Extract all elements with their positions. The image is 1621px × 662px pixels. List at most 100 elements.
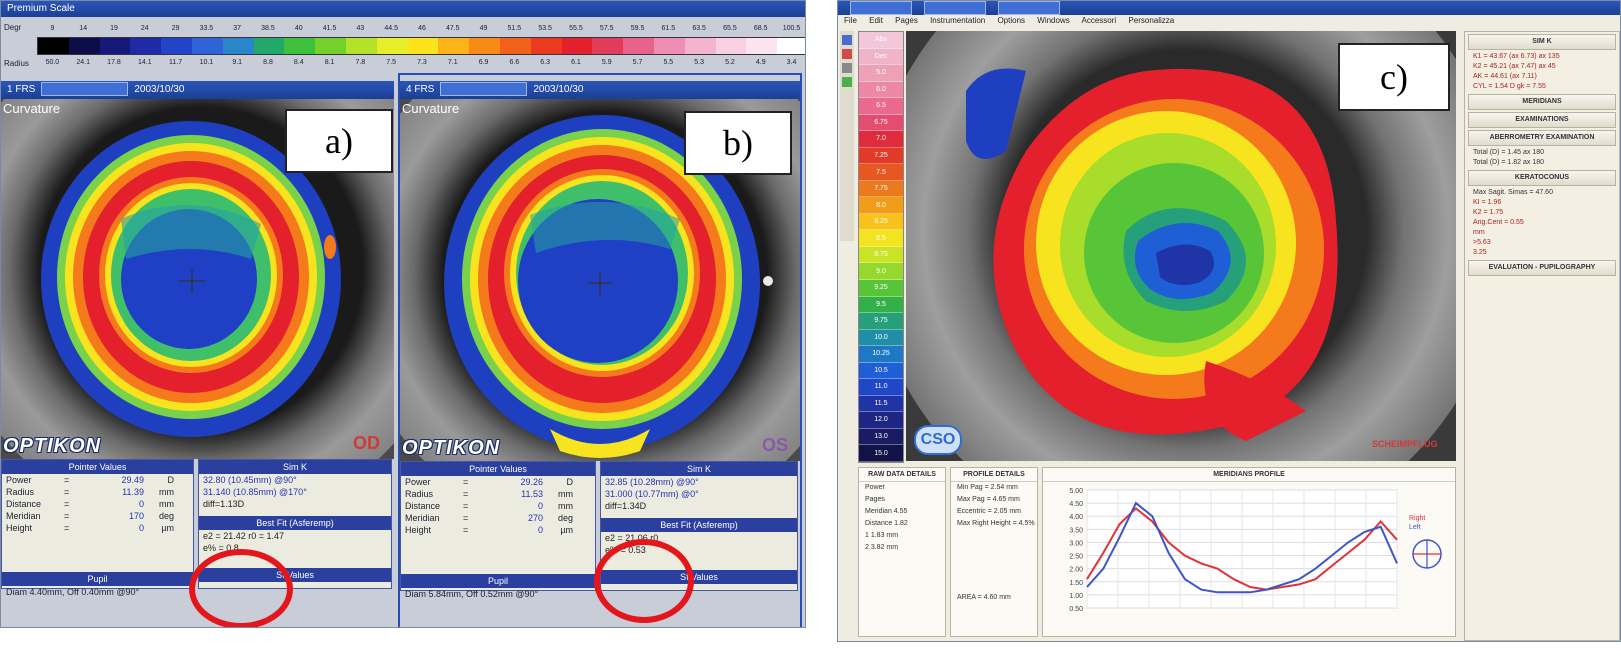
- degree-tick-row: 9 14 19 24 29 33.5 37 38.5 40 41.5 43 44.5 46 47.5 49 5…: [37, 25, 805, 32]
- menu-pages[interactable]: Pages: [895, 16, 918, 25]
- tool-icon[interactable]: [842, 35, 852, 45]
- section-examinations[interactable]: EXAMINATIONS: [1468, 112, 1616, 128]
- scale-cell: 9.5: [859, 296, 903, 314]
- sim-k-row: 31.140 (10.85mm) @170°: [203, 487, 307, 497]
- panel-a-tab[interactable]: 1 FRS: [7, 84, 36, 95]
- radius-tick: 5.5: [663, 59, 674, 66]
- scale-swatch: [561, 38, 593, 54]
- scale-swatch: [530, 38, 562, 54]
- section-keratoconus[interactable]: KERATOCONUS: [1468, 170, 1616, 186]
- profile-line: Max Pag = 4.65 mm: [957, 496, 1020, 503]
- y-tick-label: 3.00: [1069, 540, 1083, 547]
- menu-accessori[interactable]: Accessori: [1081, 16, 1117, 25]
- y-tick-label: 2.00: [1069, 567, 1083, 574]
- kc-line: Ang.Cent = 0.55: [1473, 219, 1524, 226]
- section-aberrometry[interactable]: ABERROMETRY EXAMINATION: [1468, 130, 1616, 146]
- panel-a-titlebar[interactable]: 1 FRS 2003/10/30: [1, 81, 394, 99]
- menu-file[interactable]: File: [844, 16, 857, 25]
- scale-cell: 11.5: [859, 395, 903, 413]
- menu-personalizza[interactable]: Personalizza: [1128, 16, 1175, 25]
- panel-b-label: b): [684, 111, 792, 175]
- section-sim-k[interactable]: SIM K: [1468, 34, 1616, 50]
- pupil-text: Diam 4.40mm, Off 0.40mm @90°: [6, 587, 140, 597]
- pointer-row: Distance = 0 mm: [405, 501, 573, 511]
- panel-b-map: b) Curvature OPTIKON OS: [400, 99, 800, 461]
- scale-swatch: [345, 38, 377, 54]
- section-evaluation[interactable]: EVALUATION - PUPILOGRAPHY: [1468, 260, 1616, 276]
- tool-icon[interactable]: [842, 77, 852, 87]
- radius-tick: 6.6: [509, 59, 520, 66]
- tool-icon[interactable]: [842, 63, 852, 73]
- sim-k-header: Sim K: [601, 462, 797, 476]
- scale-swatch: [191, 38, 223, 54]
- radius-tick: 6.3: [540, 59, 551, 66]
- menu-edit[interactable]: Edit: [869, 16, 883, 25]
- radius-tick: 8.4: [293, 59, 304, 66]
- panel-a: 1 FRS 2003/10/30 a) Curvature OPTIK: [1, 73, 394, 627]
- y-tick-label: 5.00: [1069, 488, 1083, 495]
- degree-tick: 61.5: [661, 25, 676, 32]
- y-tick-label: 4.50: [1069, 501, 1083, 508]
- tool-icon[interactable]: [842, 49, 852, 59]
- simk-line: K1 = 43.67 (ax 6.73) ax 135: [1473, 53, 1560, 60]
- degree-tick: 55.5: [569, 25, 583, 32]
- radius-tick: 9.1: [232, 59, 243, 66]
- meridians-profile-pane: MERIDIANS PROFILE 5.00 4.50 4.00 3.50 3.00 2.…: [1042, 467, 1456, 637]
- pupil-line: mm: [1473, 229, 1485, 236]
- degree-tick: 38.5: [261, 25, 275, 32]
- y-tick-label: 3.50: [1069, 527, 1083, 534]
- radius-tick: 17.8: [107, 59, 121, 66]
- menu-options[interactable]: Options: [997, 16, 1026, 25]
- radius-tick: 5.3: [694, 59, 704, 66]
- radius-tick: 50.0: [45, 59, 60, 66]
- raw-data-line: Meridian 4.55: [865, 508, 908, 515]
- scale-cell: Dec: [859, 48, 903, 66]
- section-meridians[interactable]: MERIDIANS: [1468, 94, 1616, 110]
- panel-b-tab[interactable]: 4 FRS: [406, 84, 435, 95]
- scale-cell: 11.0: [859, 379, 903, 396]
- panel-b-titlebar[interactable]: 4 FRS 2003/10/30: [400, 81, 800, 99]
- pupil-header: Pupil: [2, 572, 193, 586]
- panel-a-map: a) Curvature OPTIKON OD: [1, 99, 394, 459]
- pointer-row: Distance = 0 mm: [6, 499, 174, 509]
- scale-swatch: [376, 38, 408, 54]
- scale-cell: 9.25: [859, 279, 903, 297]
- right-data-panel: SIM K K1 = 43.67 (ax 6.73) ax 135 K2 = 4…: [1464, 31, 1620, 641]
- pointer-row: Meridian = 170 deg: [6, 511, 174, 521]
- ab-line: Total (D) = 1.45 ax 180: [1473, 149, 1545, 156]
- vertical-color-scale: Abs Dec 5.0 6.0 6.5 6.75 7.0 7.25 7.5 7.75 8.0 8.25…: [858, 31, 904, 463]
- pointer-values-header: Pointer Values: [2, 460, 193, 474]
- sim-k-row: 32.85 (10.28mm) @90°: [605, 477, 699, 487]
- scale-cell: 7.0: [859, 131, 903, 148]
- pupil-line: >5.63: [1473, 239, 1491, 246]
- degree-tick: 37: [233, 25, 242, 32]
- scale-swatch: [161, 38, 192, 54]
- scale-swatch: [99, 38, 131, 54]
- menu-instrumentation[interactable]: Instrumentation: [930, 16, 986, 25]
- degree-tick: 65.5: [723, 25, 737, 32]
- scale-swatch: [438, 38, 470, 54]
- degree-tick: 29: [171, 25, 180, 32]
- raw-data-pane: RAW DATA DETAILS Power Pages Meridian 4.…: [858, 467, 946, 637]
- meridians-profile-title: MERIDIANS PROFILE: [1043, 468, 1455, 482]
- radius-tick: 6.9: [478, 59, 489, 66]
- radius-tick: 4.9: [755, 59, 766, 66]
- y-tick-label: 1.00: [1069, 593, 1083, 600]
- sim-k-row: diff=1.34D: [605, 501, 647, 511]
- scale-swatch: [469, 38, 500, 54]
- panel-a-mode: Curvature: [3, 101, 61, 116]
- left-window-title: Premium Scale: [7, 3, 75, 14]
- pointer-row: Power = 29.49 D: [6, 475, 174, 485]
- panel-b: 4 FRS 2003/10/30 b) Curvature: [398, 73, 802, 627]
- radius-tick: 5.2: [725, 59, 735, 66]
- radius-tick: 10.1: [199, 59, 214, 66]
- menu-windows[interactable]: Windows: [1037, 16, 1070, 25]
- panel-a-pointer-values: Pointer Values Power = 29.49 D Radius = 11.39…: [1, 459, 194, 597]
- degree-tick: 47.5: [445, 25, 460, 32]
- scale-cell: 15.0: [859, 445, 903, 462]
- pointer-row: Power = 29.26 D: [405, 477, 573, 487]
- scale-swatch: [653, 38, 685, 54]
- radius-tick: 24.1: [76, 59, 90, 66]
- right-topography-window: File Edit Pages Instrumentation Options …: [837, 0, 1621, 642]
- degree-tick: 19: [110, 25, 118, 32]
